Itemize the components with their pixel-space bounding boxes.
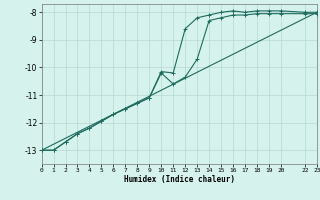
X-axis label: Humidex (Indice chaleur): Humidex (Indice chaleur) [124, 175, 235, 184]
